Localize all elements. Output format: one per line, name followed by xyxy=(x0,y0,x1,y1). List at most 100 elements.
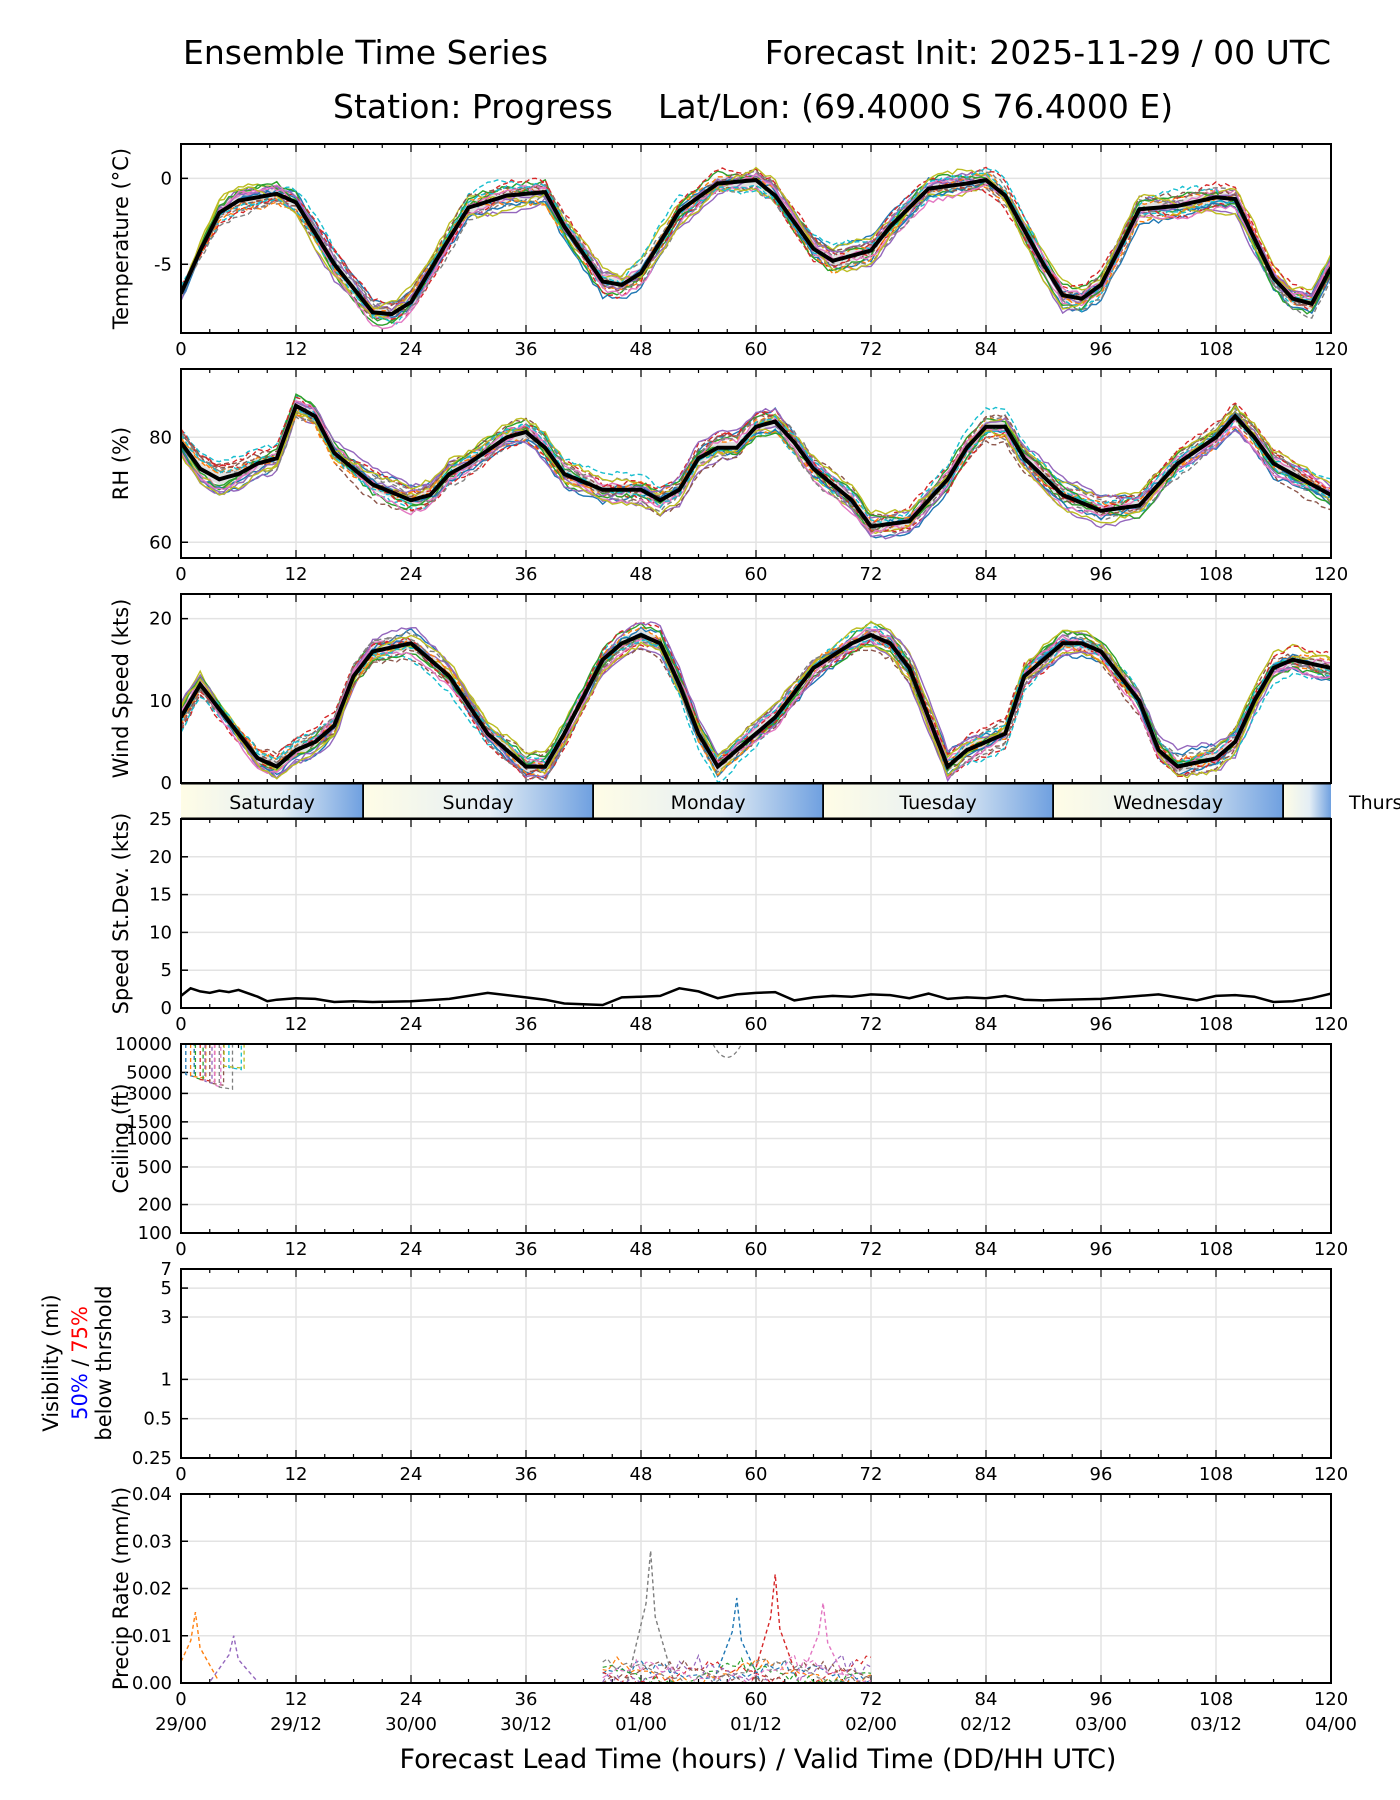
temperature-member-line xyxy=(181,186,1331,306)
x-tick-label: 96 xyxy=(1090,1689,1113,1710)
x-tick-label: 0 xyxy=(175,1014,186,1035)
x-tick-label: 24 xyxy=(400,1689,423,1710)
x-tick-label: 12 xyxy=(285,564,308,585)
temperature-mean-line xyxy=(181,177,1331,317)
valid-time-tick-label: 29/12 xyxy=(270,1714,322,1735)
x-tick-label: 120 xyxy=(1314,1239,1348,1260)
ceiling-ytick-label: 500 xyxy=(138,1157,172,1178)
x-tick-label: 12 xyxy=(285,1689,308,1710)
x-tick-label: 0 xyxy=(175,1689,186,1710)
precip_rate-ytick-label: 0.02 xyxy=(132,1579,172,1600)
ceiling-plot-area xyxy=(185,1044,743,1090)
x-tick-label: 96 xyxy=(1090,339,1113,360)
x-tick-label: 36 xyxy=(515,339,538,360)
x-tick-label: 24 xyxy=(400,339,423,360)
precip_rate-ytick-label: 0.00 xyxy=(132,1673,172,1694)
visibility-panel: 75 3 1 0.5 0.250 12 24 36 48 60 72 84 96 108 120 xyxy=(132,1259,1348,1485)
x-tick-label: 96 xyxy=(1090,1014,1113,1035)
speed_stdev-ytick-label: 15 xyxy=(149,885,172,906)
precip-peak-line xyxy=(751,1574,799,1681)
latlon-label: Lat/Lon: (69.4000 S 76.4000 E) xyxy=(658,87,1173,126)
precip-peak-line xyxy=(713,1597,761,1681)
day-label-saturday: Saturday xyxy=(229,792,315,814)
wind_speed-panel: 20 10 0 Wind Speed (kts) xyxy=(109,593,1332,794)
x-tick-label: 84 xyxy=(975,1239,998,1260)
day-band xyxy=(593,784,824,818)
x-tick-label: 60 xyxy=(745,339,768,360)
temperature-member-line xyxy=(181,167,1331,325)
day-band xyxy=(823,784,1054,818)
x-tick-label: 84 xyxy=(975,1014,998,1035)
svg-text:Visibility (mi): Visibility (mi) xyxy=(39,1294,63,1431)
x-tick-label: 84 xyxy=(975,339,998,360)
visibility-ytick-label: 1 xyxy=(161,1369,172,1390)
x-tick-label: 72 xyxy=(860,564,883,585)
precip-member-line xyxy=(602,1654,872,1683)
x-tick-label: 108 xyxy=(1199,564,1233,585)
x-tick-label: 48 xyxy=(630,1464,653,1485)
visibility-ylabel-line3: below thrshold xyxy=(92,1285,116,1440)
x-tick-label: 48 xyxy=(630,1689,653,1710)
station-label: Station: Progress xyxy=(333,87,613,126)
wind_speed-ytick-label: 0 xyxy=(161,773,172,794)
x-tick-label: 12 xyxy=(285,1239,308,1260)
wind_speed-mean-line xyxy=(181,632,1331,770)
x-tick-label: 72 xyxy=(860,1689,883,1710)
x-tick-label: 108 xyxy=(1199,1014,1233,1035)
day-label-wednesday: Wednesday xyxy=(1113,792,1223,814)
day-strip: Saturday Sunday Monday Tuesday Wednesday Thur… xyxy=(181,783,1400,819)
x-tick-label: 84 xyxy=(975,1464,998,1485)
x-tick-label: 0 xyxy=(175,1464,186,1485)
precip-peak-line xyxy=(626,1550,675,1681)
x-tick-label: 120 xyxy=(1314,1464,1348,1485)
day-label-thurs: Thurs xyxy=(1348,792,1400,814)
x-tick-label: 72 xyxy=(860,339,883,360)
x-tick-label: 12 xyxy=(285,1014,308,1035)
valid-time-tick-label: 02/00 xyxy=(845,1714,897,1735)
rh-member-line xyxy=(181,393,1331,524)
x-tick-label: 0 xyxy=(175,564,186,585)
ceiling-member-line xyxy=(209,1044,225,1086)
x-tick-label: 108 xyxy=(1199,1464,1233,1485)
rh-mean-line xyxy=(181,402,1331,529)
svg-text:Precip Rate (mm/h): Precip Rate (mm/h) xyxy=(109,1487,133,1690)
visibility-ytick-label: 3 xyxy=(161,1307,172,1328)
x-axis-label: Forecast Lead Time (hours) / Valid Time … xyxy=(400,1744,1117,1775)
temperature-member-line xyxy=(181,169,1331,319)
visibility-frame xyxy=(180,1268,1332,1459)
x-tick-label: 84 xyxy=(975,1689,998,1710)
precip_rate-ytick-label: 0.03 xyxy=(132,1531,172,1552)
precip-peak-line xyxy=(181,1611,220,1681)
visibility-ytick-label: 5 xyxy=(161,1278,172,1299)
wind_speed-frame xyxy=(180,593,1332,784)
valid-time-tick-label: 04/00 xyxy=(1305,1714,1357,1735)
day-band xyxy=(1283,784,1331,818)
precip-peak-line xyxy=(210,1635,258,1682)
precip-member-line xyxy=(602,1656,872,1683)
x-tick-label: 12 xyxy=(285,339,308,360)
visibility-ytick-label: 0.25 xyxy=(132,1448,172,1469)
x-tick-label: 48 xyxy=(630,339,653,360)
x-tick-label: 36 xyxy=(515,1239,538,1260)
x-tick-label: 48 xyxy=(630,564,653,585)
day-band xyxy=(181,784,364,818)
ceiling-member-line xyxy=(189,1044,207,1079)
ceiling-ytick-label: 5000 xyxy=(126,1062,172,1083)
x-tick-label: 60 xyxy=(745,1014,768,1035)
wind_speed-plot-area xyxy=(181,620,1331,783)
valid-time-tick-label: 29/00 xyxy=(155,1714,207,1735)
wind_speed-ytick-label: 10 xyxy=(149,691,172,712)
precip-member-line xyxy=(602,1657,871,1683)
speed_stdev-frame xyxy=(180,818,1332,1009)
x-tick-label: 60 xyxy=(745,1239,768,1260)
visibility-ytick-label: 7 xyxy=(161,1259,172,1280)
x-tick-label: 24 xyxy=(400,1014,423,1035)
ceiling-ytick-label: 1000 xyxy=(126,1129,172,1150)
figure-title-left: Ensemble Time Series xyxy=(183,33,548,72)
ceiling-member-line xyxy=(228,1044,242,1071)
x-tick-label: 96 xyxy=(1090,1239,1113,1260)
ceiling-member-line xyxy=(213,1044,222,1089)
wind_speed-spread-band xyxy=(181,629,1331,773)
rh-plot-area xyxy=(181,393,1331,540)
